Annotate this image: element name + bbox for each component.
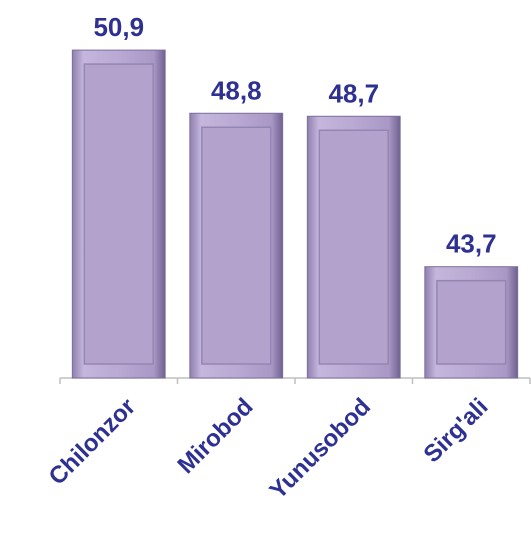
bar-bevel bbox=[83, 63, 154, 365]
bar-bevel bbox=[201, 126, 272, 365]
bar-bevel bbox=[318, 129, 389, 365]
data-label: 48,8 bbox=[211, 75, 262, 105]
x-tick-label: Chilonzor bbox=[44, 393, 141, 490]
x-tick-label: Sirg'ali bbox=[418, 393, 493, 468]
data-label: 43,7 bbox=[446, 229, 497, 259]
bar-bevel bbox=[436, 279, 507, 365]
x-tick-label: Yunusobod bbox=[265, 393, 376, 504]
x-tick-label: Mirobod bbox=[172, 393, 258, 479]
data-label: 50,9 bbox=[93, 12, 144, 42]
data-label: 48,7 bbox=[328, 78, 379, 108]
